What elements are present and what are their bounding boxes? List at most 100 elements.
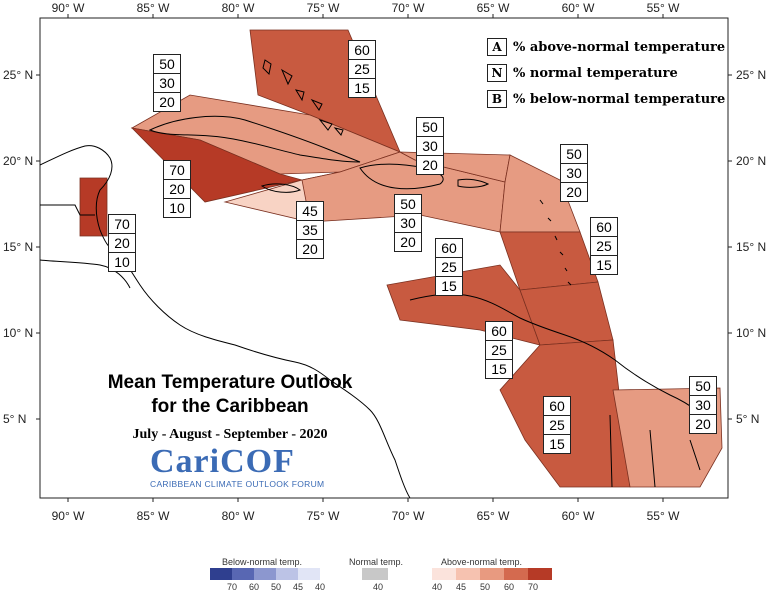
legend-text-above: % above-normal temperature bbox=[513, 39, 726, 55]
prob-normal: 25 bbox=[436, 257, 462, 276]
prob-normal: 25 bbox=[486, 340, 512, 359]
prob-box-hispaniola: 50 30 20 bbox=[394, 194, 422, 252]
prob-box-trinidad: 60 25 15 bbox=[485, 321, 513, 379]
prob-below: 20 bbox=[297, 239, 323, 258]
colorbar-label: 45 bbox=[455, 582, 467, 592]
prob-above: 60 bbox=[549, 398, 565, 414]
lon-label-top: 85° W bbox=[136, 1, 170, 15]
prob-above: 50 bbox=[159, 56, 175, 72]
map-title-line1: Mean Temperature Outlook bbox=[107, 372, 353, 393]
colorbar-label: 40 bbox=[431, 582, 443, 592]
legend-key-normal: N bbox=[487, 64, 507, 82]
colorbar-swatch-above-60 bbox=[504, 568, 528, 580]
lon-label-top: 65° W bbox=[476, 1, 510, 15]
lon-label-bottom: 65° W bbox=[476, 509, 510, 523]
colorbar-swatch-below-50 bbox=[254, 568, 276, 580]
prob-above: 70 bbox=[169, 162, 185, 178]
caricof-logo: CariCOF bbox=[150, 443, 295, 480]
prob-box-jamaica: 45 35 20 bbox=[296, 201, 324, 259]
colorbar-label: 50 bbox=[270, 582, 282, 592]
lon-label-top: 90° W bbox=[51, 1, 85, 15]
prob-box-cuba-north: 50 30 20 bbox=[153, 54, 181, 112]
prob-normal: 30 bbox=[395, 213, 421, 232]
legend-text-normal: % normal temperature bbox=[513, 65, 678, 81]
legend-below: B % below-normal temperature bbox=[487, 90, 725, 108]
colorbar-swatch-above-45 bbox=[456, 568, 480, 580]
legend-above: A % above-normal temperature bbox=[487, 38, 725, 56]
prob-below: 15 bbox=[486, 359, 512, 378]
colorbar-swatch-normal-40 bbox=[362, 568, 388, 580]
colorbar-label: 70 bbox=[527, 582, 539, 592]
colorbar-swatch-below-70 bbox=[210, 568, 232, 580]
lon-label-bottom: 85° W bbox=[136, 509, 170, 523]
lat-label-right: 5° N bbox=[736, 412, 760, 426]
prob-below: 15 bbox=[349, 78, 375, 97]
lat-label-right: 15° N bbox=[736, 240, 767, 254]
prob-box-belize: 70 20 10 bbox=[108, 214, 136, 272]
prob-above: 50 bbox=[566, 146, 582, 162]
prob-above: 50 bbox=[400, 196, 416, 212]
lon-label-bottom: 55° W bbox=[646, 509, 680, 523]
prob-above: 50 bbox=[422, 119, 438, 135]
lat-label-left: 20° N bbox=[3, 154, 34, 168]
prob-normal: 30 bbox=[690, 395, 716, 414]
lat-label-right: 20° N bbox=[736, 154, 767, 168]
prob-below: 10 bbox=[164, 198, 190, 217]
lat-label-left: 15° N bbox=[3, 240, 34, 254]
prob-below: 20 bbox=[154, 92, 180, 111]
prob-below: 15 bbox=[544, 434, 570, 453]
prob-normal: 25 bbox=[349, 59, 375, 78]
colorbar-swatch-above-40 bbox=[432, 568, 456, 580]
lat-label-right: 25° N bbox=[736, 68, 767, 82]
prob-box-bahamas: 60 25 15 bbox=[348, 40, 376, 98]
lon-label-top: 75° W bbox=[306, 1, 340, 15]
legend-normal: N % normal temperature bbox=[487, 64, 678, 82]
prob-below: 20 bbox=[690, 414, 716, 433]
prob-normal: 30 bbox=[154, 73, 180, 92]
prob-above: 70 bbox=[114, 216, 130, 232]
lon-label-bottom: 60° W bbox=[561, 509, 595, 523]
colorbar-normal-title: Normal temp. bbox=[349, 557, 404, 567]
lon-label-top: 60° W bbox=[561, 1, 595, 15]
colorbar-swatch-below-45 bbox=[276, 568, 298, 580]
lat-label-left: 25° N bbox=[3, 68, 34, 82]
prob-box-suriname: 50 30 20 bbox=[689, 376, 717, 434]
colorbar-label: 45 bbox=[292, 582, 304, 592]
prob-box-guyana: 60 25 15 bbox=[543, 396, 571, 454]
prob-normal: 20 bbox=[164, 179, 190, 198]
region-belize bbox=[79, 177, 108, 237]
prob-normal: 30 bbox=[561, 163, 587, 182]
legend-key-above: A bbox=[487, 38, 507, 56]
prob-below: 20 bbox=[417, 155, 443, 174]
prob-box-leewards: 50 30 20 bbox=[560, 144, 588, 202]
lon-label-top: 55° W bbox=[646, 1, 680, 15]
lat-label-left: 5° N bbox=[3, 412, 27, 426]
prob-above: 60 bbox=[354, 42, 370, 58]
lon-label-bottom: 90° W bbox=[51, 509, 85, 523]
prob-above: 50 bbox=[695, 378, 711, 394]
map-title-dates: July - August - September - 2020 bbox=[132, 427, 328, 442]
lon-label-bottom: 80° W bbox=[221, 509, 255, 523]
colorbar-label: 50 bbox=[479, 582, 491, 592]
prob-below: 15 bbox=[436, 276, 462, 295]
prob-above: 60 bbox=[491, 323, 507, 339]
legend-text-below: % below-normal temperature bbox=[513, 91, 726, 107]
prob-box-abc-islands: 60 25 15 bbox=[435, 238, 463, 296]
prob-normal: 20 bbox=[109, 233, 135, 252]
lon-label-top: 70° W bbox=[391, 1, 425, 15]
colorbar-label: 40 bbox=[314, 582, 326, 592]
colorbar-label: 60 bbox=[248, 582, 260, 592]
lon-label-bottom: 75° W bbox=[306, 509, 340, 523]
colorbar-swatch-below-60 bbox=[232, 568, 254, 580]
prob-normal: 30 bbox=[417, 136, 443, 155]
colorbar-swatch-above-50 bbox=[480, 568, 504, 580]
lat-label-left: 10° N bbox=[3, 326, 34, 340]
colorbar-swatch-below-40 bbox=[298, 568, 320, 580]
colorbar-label: 60 bbox=[503, 582, 515, 592]
prob-below: 20 bbox=[395, 232, 421, 251]
lat-label-right: 10° N bbox=[736, 326, 767, 340]
legend-key-below: B bbox=[487, 90, 507, 108]
prob-normal: 25 bbox=[591, 236, 617, 255]
prob-box-turks: 50 30 20 bbox=[416, 117, 444, 175]
colorbar-below-title: Below-normal temp. bbox=[222, 557, 303, 567]
